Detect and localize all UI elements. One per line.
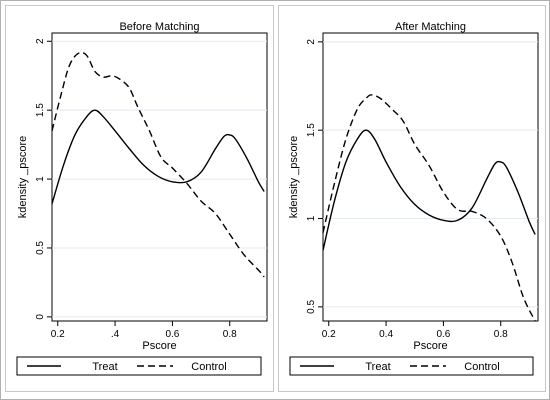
x-tick-label: 0.8 <box>223 329 237 340</box>
chart-title: After Matching <box>395 21 466 33</box>
x-tick-label: 0.2 <box>51 329 65 340</box>
y-tick-label: 0.5 <box>35 241 46 255</box>
y-tick-label: 2 <box>35 38 46 44</box>
x-tick-label: 0.6 <box>165 329 179 340</box>
y-tick-label: 1.5 <box>306 123 317 137</box>
y-tick-label: 1 <box>35 176 46 182</box>
x-tick-label: 0.4 <box>379 329 393 340</box>
x-tick-label: 0.6 <box>436 329 450 340</box>
legend-label-treat: Treat <box>365 361 390 373</box>
x-axis-label: Pscore <box>142 340 176 352</box>
x-tick-label: 0.2 <box>322 329 336 340</box>
panel-before-matching: Before Matching00.511.520.2.40.60.81Psco… <box>6 6 291 392</box>
legend-label-control: Control <box>191 361 226 373</box>
y-tick-label: 1.5 <box>35 103 46 117</box>
legend: Treat Control <box>17 357 261 375</box>
legend: Treat Control <box>290 357 533 375</box>
y-tick-label: 0.5 <box>306 299 317 313</box>
y-tick-label: 0 <box>35 314 46 320</box>
panel-after-matching: After Matching0.511.520.20.40.60.81Pscor… <box>279 6 550 392</box>
x-tick-label: 0.8 <box>494 329 508 340</box>
y-axis-label: kdensity _pscore <box>17 136 29 219</box>
plot-area <box>323 33 538 321</box>
y-axis-label: kdensity _pscore <box>288 136 300 219</box>
y-tick-label: 2 <box>306 39 317 45</box>
legend-label-control: Control <box>464 361 499 373</box>
x-axis-label: Pscore <box>413 340 447 352</box>
y-tick-label: 1 <box>306 215 317 221</box>
chart-title: Before Matching <box>119 21 199 33</box>
x-tick-label: .4 <box>111 329 120 340</box>
legend-label-treat: Treat <box>92 361 117 373</box>
